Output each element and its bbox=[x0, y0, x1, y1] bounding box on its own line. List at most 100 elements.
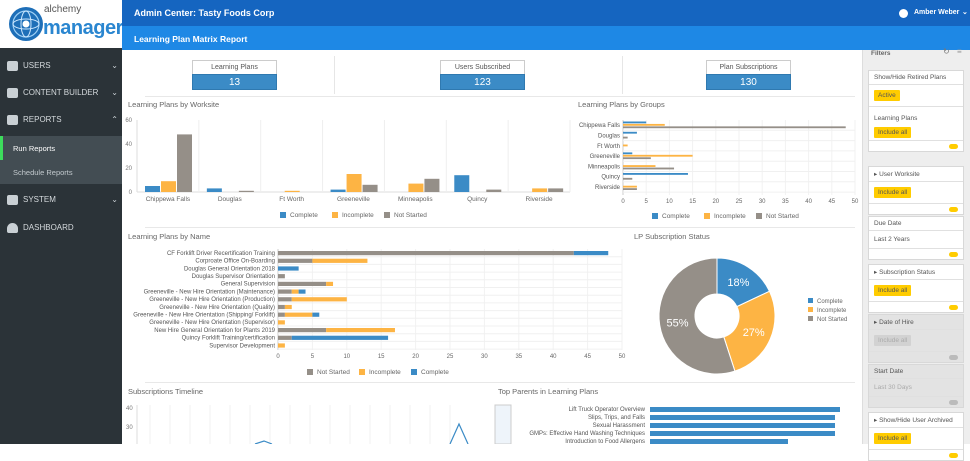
bar bbox=[284, 190, 300, 192]
filter-sub-badge[interactable]: Include all bbox=[874, 127, 912, 138]
sidebar-item-content-builder[interactable]: CONTENT BUILDER ⌄ bbox=[0, 79, 122, 106]
filter-value-badge[interactable]: Include all bbox=[874, 433, 912, 444]
chart-title: Learning Plans by Worksite bbox=[128, 100, 220, 109]
kpi-value: 123 bbox=[440, 74, 525, 90]
filter-title-text: Subscription Status bbox=[879, 269, 936, 276]
chart-title: LP Subscription Status bbox=[634, 232, 710, 241]
filters-panel: Filters ↻ ≡ Show/Hide Retired Plans Activ… bbox=[862, 47, 970, 461]
filter-title[interactable]: ▸ Show/Hide User Archived bbox=[869, 413, 963, 428]
donut-slice bbox=[723, 290, 776, 372]
sidebar-item-label: DASHBOARD bbox=[23, 223, 74, 232]
filter-toggle[interactable] bbox=[869, 204, 963, 214]
filter-title[interactable]: Start Date bbox=[869, 365, 963, 379]
toggle-switch[interactable] bbox=[949, 305, 958, 310]
filter-value[interactable]: Last 30 Days bbox=[874, 384, 912, 391]
bar bbox=[623, 154, 693, 157]
bar bbox=[623, 131, 637, 134]
bar bbox=[145, 186, 160, 192]
sidebar-item-label: CONTENT BUILDER bbox=[23, 88, 99, 97]
chevron-down-icon: ⌄ bbox=[111, 195, 118, 204]
menu-icon[interactable]: ≡ bbox=[957, 47, 962, 56]
filter-title-text: Show/Hide User Archived bbox=[879, 417, 953, 424]
chevron-down-icon: ⌄ bbox=[111, 88, 118, 97]
y-tick-label: Minneapolis bbox=[588, 164, 620, 170]
filter-toggle[interactable] bbox=[869, 302, 963, 312]
filter-title[interactable]: Due Date bbox=[869, 217, 963, 231]
filter-card: ▸ Show/Hide User Archived Include all bbox=[868, 412, 964, 461]
y-tick-label: Corproate Office On-Boarding bbox=[195, 259, 275, 265]
sidebar-subitem-schedule-reports[interactable]: Schedule Reports bbox=[0, 160, 122, 184]
filter-value[interactable]: Last 2 Years bbox=[874, 236, 910, 243]
donut-slice bbox=[658, 257, 736, 375]
toggle-switch[interactable] bbox=[949, 144, 958, 149]
logo[interactable]: alchemy manager bbox=[0, 0, 123, 50]
bar bbox=[623, 185, 637, 188]
filter-value-badge[interactable]: Include all bbox=[874, 285, 912, 296]
sidebar-subitem-run-reports[interactable]: Run Reports bbox=[0, 136, 122, 160]
refresh-icon[interactable]: ↻ bbox=[943, 47, 950, 56]
sidebar-item-dashboard[interactable]: DASHBOARD bbox=[0, 214, 122, 241]
caret-right-icon[interactable]: ▸ bbox=[874, 319, 880, 326]
sidebar-item-users[interactable]: USERS ⌄ bbox=[0, 52, 122, 79]
legend-swatch bbox=[332, 212, 338, 218]
toggle-switch[interactable] bbox=[949, 453, 958, 458]
bar bbox=[278, 258, 313, 263]
user-name[interactable]: Amber Weber bbox=[914, 9, 960, 16]
bar bbox=[326, 281, 334, 286]
bar bbox=[312, 258, 368, 263]
slice-label: 27% bbox=[743, 327, 765, 339]
bar bbox=[278, 297, 292, 302]
user-avatar-icon[interactable] bbox=[899, 9, 908, 18]
filter-value-row: Last 2 Years bbox=[869, 231, 963, 249]
filter-title[interactable]: Show/Hide Retired Plans bbox=[869, 71, 963, 85]
sidebar-item-reports[interactable]: REPORTS ⌃ bbox=[0, 106, 122, 133]
toggle-switch[interactable] bbox=[949, 207, 958, 212]
divider bbox=[622, 56, 623, 94]
filter-value-badge[interactable]: Include all bbox=[874, 187, 912, 198]
filter-value-badge[interactable]: Include all bbox=[874, 335, 912, 346]
x-tick-label: 50 bbox=[852, 199, 859, 205]
x-tick-label: Minneapolis bbox=[398, 196, 433, 203]
chart-title: Subscriptions Timeline bbox=[128, 387, 204, 396]
filter-toggle[interactable] bbox=[869, 249, 963, 259]
caret-right-icon[interactable]: ▸ bbox=[874, 269, 880, 276]
filter-value-badge[interactable]: Active bbox=[874, 90, 900, 101]
kpi-learning-plans: Learning Plans 13 bbox=[192, 60, 277, 90]
toggle-switch[interactable] bbox=[949, 252, 958, 257]
x-tick-label: Douglas bbox=[218, 196, 243, 203]
y-tick-label: Lift Truck Operator Overview bbox=[569, 407, 646, 413]
toggle-switch[interactable] bbox=[949, 400, 958, 405]
bar bbox=[623, 177, 633, 180]
filter-title[interactable]: ▸ User Worksite bbox=[869, 167, 963, 182]
caret-right-icon[interactable]: ▸ bbox=[874, 417, 880, 424]
sidebar-item-label: REPORTS bbox=[23, 115, 62, 124]
filter-title-text: User Worksite bbox=[879, 171, 920, 178]
filter-value-row: Include all bbox=[869, 428, 963, 450]
toggle-switch[interactable] bbox=[949, 355, 958, 360]
filter-toggle[interactable] bbox=[869, 352, 963, 362]
divider bbox=[145, 96, 855, 97]
y-tick-label: Greeneville - New Hire Orientation (Ship… bbox=[133, 312, 275, 318]
legend-swatch bbox=[808, 316, 813, 321]
filter-toggle[interactable] bbox=[869, 141, 963, 151]
y-tick-label: 20 bbox=[125, 166, 132, 172]
bar bbox=[291, 335, 389, 340]
chevron-down-icon[interactable]: ⌄ bbox=[962, 9, 968, 16]
y-tick-label: 40 bbox=[125, 142, 132, 148]
bar bbox=[206, 188, 222, 192]
legend-swatch bbox=[756, 213, 762, 219]
caret-right-icon[interactable]: ▸ bbox=[874, 171, 880, 178]
filter-title[interactable]: ▸ Subscription Status bbox=[869, 265, 963, 280]
filter-toggle[interactable] bbox=[869, 450, 963, 460]
y-tick-label: 40 bbox=[126, 406, 133, 412]
bar bbox=[284, 312, 313, 317]
bar bbox=[623, 173, 688, 175]
bar bbox=[326, 328, 395, 333]
x-tick-label: 25 bbox=[736, 199, 743, 205]
filter-toggle[interactable] bbox=[869, 397, 963, 407]
legend-label: Not Started bbox=[817, 317, 847, 323]
filter-title[interactable]: ▸ Date of Hire bbox=[869, 315, 963, 330]
kpi-value: 13 bbox=[192, 74, 277, 90]
kpi-value: 130 bbox=[706, 74, 791, 90]
sidebar-item-system[interactable]: SYSTEM ⌄ bbox=[0, 186, 122, 213]
